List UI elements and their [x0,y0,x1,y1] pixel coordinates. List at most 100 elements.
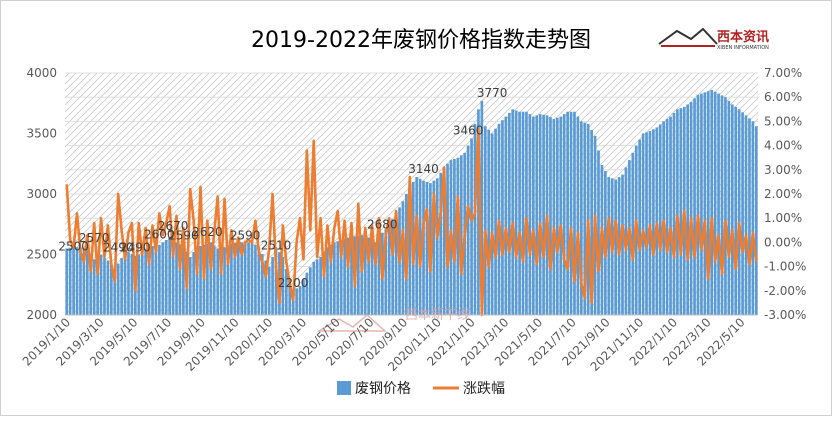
price-bar [566,111,569,315]
price-bar [621,174,624,315]
price-bar [394,213,398,315]
price-bar [734,106,738,315]
right-tick-label: -2.00% [764,284,806,298]
price-bar [562,114,566,315]
price-bar [175,242,178,315]
price-bar [206,243,209,315]
legend-swatch-price [337,381,351,395]
data-label: 2570 [79,231,110,245]
price-bar [168,237,171,315]
price-bar [113,269,117,315]
price-bar [401,201,405,315]
price-bar [336,241,340,315]
price-bar [521,111,525,315]
price-bar [717,93,720,315]
price-bar [535,115,539,315]
price-bar [370,239,374,315]
price-bar [655,127,659,315]
price-bar [518,111,521,315]
price-bar [140,253,144,315]
price-bar [226,245,230,315]
price-bar [583,122,587,315]
price-bar [82,248,86,315]
price-bar [85,248,89,315]
legend-label-change: 涨跌幅 [463,381,505,397]
price-bar [700,93,703,315]
price-bar [415,177,419,315]
price-bar [703,92,707,315]
price-bar [689,102,693,315]
price-bar [72,247,75,315]
price-bar [264,260,268,315]
data-label: 2590 [230,229,261,243]
price-bar [106,260,110,315]
price-bar [192,252,196,315]
price-bar [473,123,477,315]
right-axis: -3.00% -2.00% -1.00% 0.00% 1.00% 2.00% 3.00% 4.… [764,66,806,322]
data-label: 2490 [103,241,134,255]
price-bar [319,256,322,315]
x-axis: 2019/1/102019/3/102019/5/102019/7/102019… [20,314,758,374]
price-bar [542,114,545,315]
price-bar [538,114,542,315]
price-bar [99,254,103,315]
price-bar [267,266,271,315]
price-bar [569,111,573,315]
price-bar [164,239,168,315]
price-bar [247,242,250,315]
price-bar [614,179,617,315]
data-label: 2510 [261,238,292,252]
price-bar [710,89,714,315]
price-bar [483,126,487,316]
price-bar [724,97,727,315]
price-bar [377,237,381,315]
data-label: 2670 [158,219,189,233]
price-bar [343,238,346,315]
price-bar [374,242,377,315]
price-bar [147,244,151,315]
price-bar [672,112,676,316]
price-bar [730,104,734,316]
price-bar [298,285,302,315]
price-bar [243,242,247,315]
price-bar [490,133,494,315]
data-label: 2680 [367,218,398,232]
price-bar [432,180,436,315]
price-bar [442,167,446,315]
price-bar [435,178,439,315]
price-bar [254,244,257,315]
price-bar [123,255,127,315]
price-bar [720,95,724,315]
price-bar [257,247,261,315]
price-bar [727,100,731,315]
right-tick-label: 7.00% [764,66,802,80]
price-bar [555,117,559,316]
left-tick-label: 2500 [26,248,57,262]
price-bar [741,112,744,315]
price-bar [350,236,353,315]
price-bar [250,242,254,315]
price-bar [696,94,700,315]
price-bar [631,152,635,315]
price-bar [665,118,669,315]
price-bar [116,263,120,315]
price-bar [127,252,130,315]
price-bar [504,116,508,315]
price-bar [751,121,755,316]
data-label: 2200 [278,276,309,290]
price-bar [459,155,463,315]
price-bar [713,91,717,315]
price-bar [754,126,758,316]
price-bar [308,267,312,315]
price-bar [339,239,343,315]
right-tick-label: 5.00% [764,114,802,128]
price-bar [188,256,192,315]
price-bar [230,243,233,315]
brand-subname: XIBEN INFORMATION [717,45,769,51]
price-bar [494,128,497,315]
price-bar [528,114,532,315]
right-tick-label: -1.00% [764,260,806,274]
price-bar [284,269,288,315]
